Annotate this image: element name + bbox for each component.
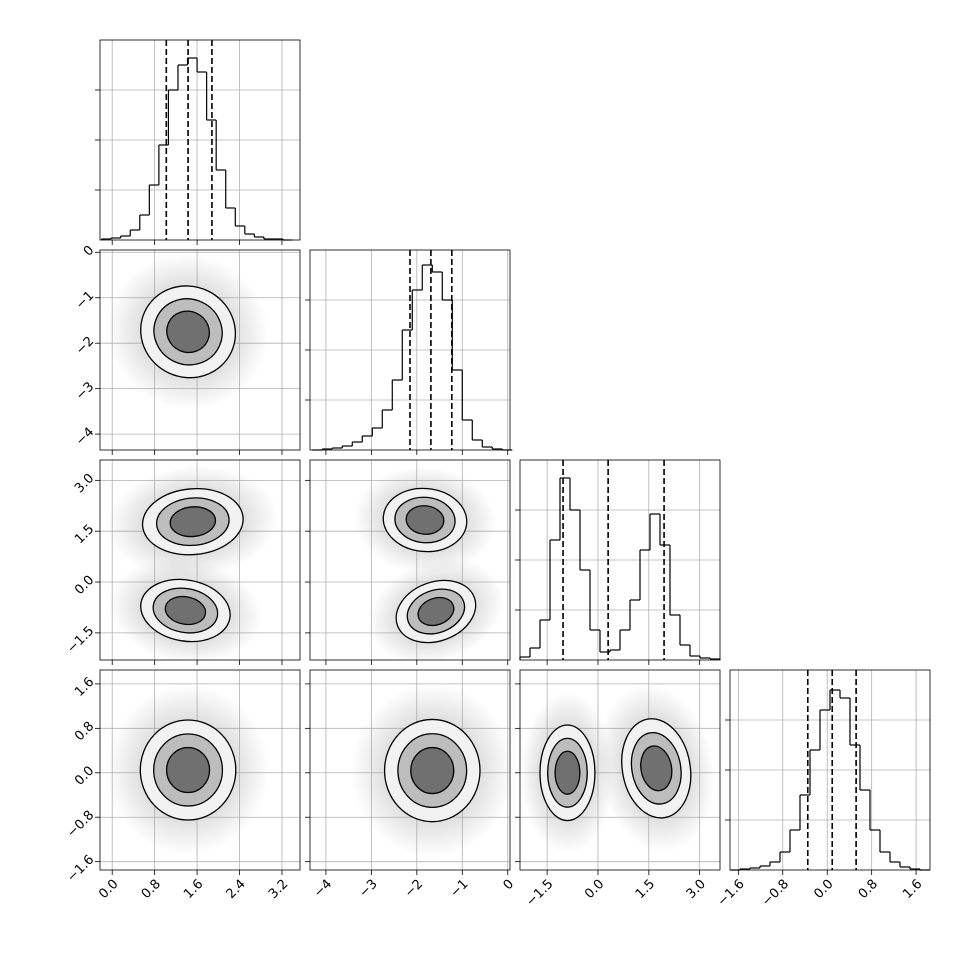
contour bbox=[164, 595, 207, 626]
x-tick-label: 0 bbox=[501, 877, 517, 893]
contour-panel bbox=[106, 685, 270, 855]
x-tick-label: 0.0 bbox=[811, 877, 836, 902]
panel-frame bbox=[99, 249, 301, 451]
y-tick-label: 0.8 bbox=[72, 719, 97, 744]
x-tick-label: 3.0 bbox=[684, 877, 709, 902]
panel bbox=[95, 39, 301, 245]
panel bbox=[305, 249, 513, 455]
panel-frame bbox=[99, 669, 301, 871]
y-tick-label: −1.5 bbox=[64, 624, 97, 657]
x-tick-label: −2 bbox=[402, 877, 426, 901]
contour bbox=[410, 746, 455, 795]
y-tick-label: 3.0 bbox=[72, 471, 97, 496]
contour-panel bbox=[107, 465, 279, 660]
panel-frame bbox=[99, 39, 301, 241]
contour bbox=[169, 506, 217, 538]
y-tick-label: −1.6 bbox=[64, 852, 97, 885]
contour bbox=[166, 310, 211, 354]
x-tick-label: −1.5 bbox=[523, 877, 556, 910]
x-tick-label: −1.6 bbox=[715, 877, 748, 910]
x-tick-label: −4 bbox=[311, 877, 335, 901]
y-tick-label: −4 bbox=[73, 425, 97, 449]
x-tick-label: −0.8 bbox=[759, 877, 792, 910]
contour bbox=[554, 750, 581, 795]
panel-frame bbox=[729, 669, 931, 871]
y-tick-label: 1.5 bbox=[72, 522, 97, 547]
x-tick-label: 0.8 bbox=[139, 877, 164, 902]
y-tick-label: −2 bbox=[73, 334, 97, 358]
y-tick-label: 0.0 bbox=[72, 573, 97, 598]
x-tick-label: 0.0 bbox=[582, 877, 607, 902]
panel bbox=[515, 459, 721, 665]
y-tick-label: −3 bbox=[73, 379, 97, 403]
x-tick-label: −3 bbox=[357, 877, 381, 901]
panel-frame bbox=[519, 669, 721, 871]
contour bbox=[405, 505, 445, 535]
y-tick-label: 0.0 bbox=[72, 763, 97, 788]
contour-panel bbox=[354, 466, 504, 660]
contour-panel bbox=[520, 684, 715, 854]
contour bbox=[165, 746, 211, 794]
panel: −1.6 −0.8 0.0 0.8 1.6 bbox=[715, 669, 931, 910]
y-tick-label: −0.8 bbox=[64, 808, 97, 841]
y-tick-label: 0 bbox=[81, 243, 97, 259]
x-tick-label: 1.5 bbox=[633, 877, 658, 902]
x-tick-label: −1 bbox=[447, 877, 471, 901]
y-tick-label: −1 bbox=[73, 288, 97, 312]
x-tick-label: 1.6 bbox=[900, 877, 925, 902]
contour bbox=[640, 745, 673, 792]
x-tick-label: 0.0 bbox=[96, 877, 121, 902]
panel-frame bbox=[309, 249, 511, 451]
x-tick-label: 3.2 bbox=[266, 877, 291, 902]
x-tick-label: 0.8 bbox=[856, 877, 881, 902]
panel-frame bbox=[519, 459, 721, 661]
contour-panel bbox=[107, 253, 269, 410]
x-tick-label: 1.6 bbox=[181, 877, 206, 902]
x-tick-label: 2.4 bbox=[224, 877, 249, 902]
contour bbox=[417, 596, 455, 627]
contour-panel bbox=[351, 683, 510, 858]
y-tick-label: 1.6 bbox=[72, 675, 97, 700]
